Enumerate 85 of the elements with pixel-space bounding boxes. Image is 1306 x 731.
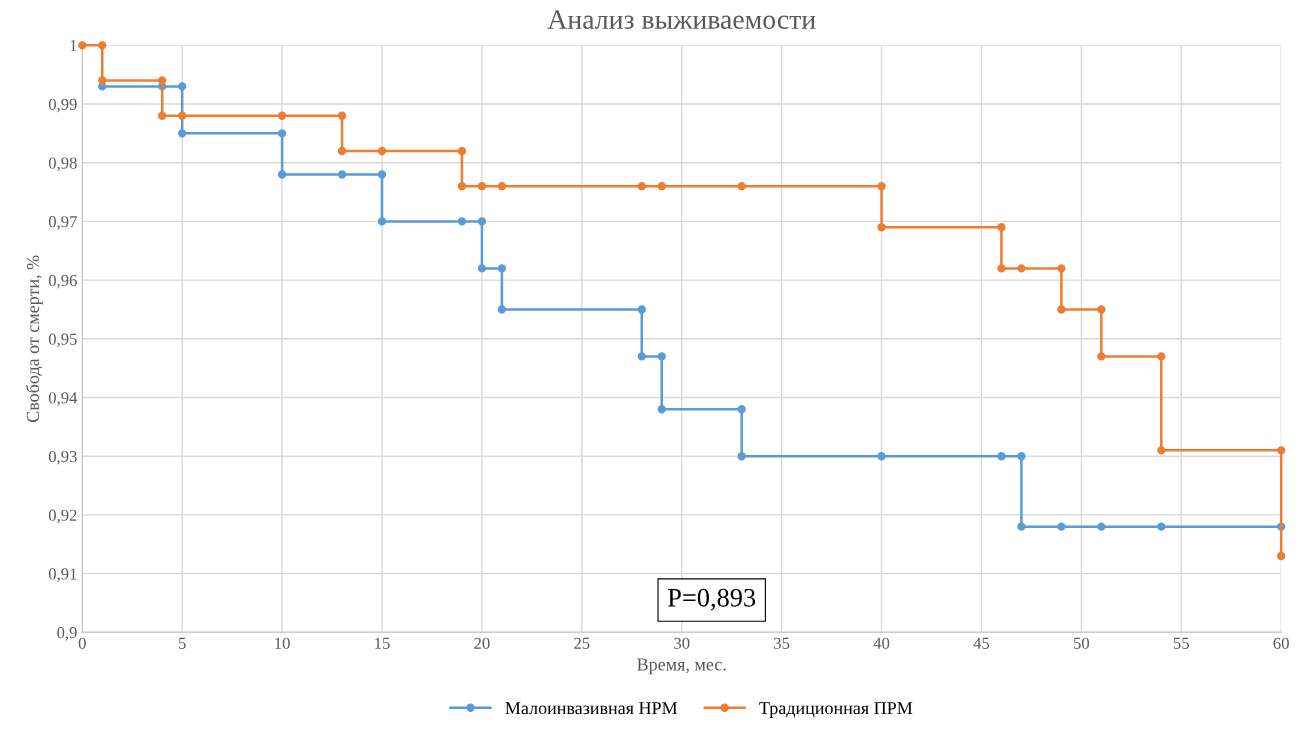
point <box>1017 264 1026 273</box>
point <box>457 182 467 191</box>
point <box>277 170 287 179</box>
point <box>657 352 666 361</box>
point <box>1057 305 1066 314</box>
point <box>158 76 167 85</box>
x-tick-label: 15 <box>375 637 390 649</box>
y-tick-label: 0,91 <box>48 568 77 582</box>
point <box>98 76 107 85</box>
legend-label: Традиционная ПРМ <box>759 702 913 718</box>
point <box>1057 522 1066 531</box>
legend-label: Малоинвазивная НРМ <box>505 702 678 715</box>
y-tick-label: 1 <box>70 40 77 52</box>
x-tick-label: 25 <box>574 637 590 649</box>
x-tick-label: 5 <box>178 637 186 649</box>
point <box>637 305 646 314</box>
annotation: P=0,893 <box>668 588 756 611</box>
point <box>78 41 87 50</box>
x-tick-label: 50 <box>1074 637 1090 649</box>
y-axis-title: Свобода от смерти, % <box>25 255 43 423</box>
x-tick-label: 10 <box>275 637 290 649</box>
point <box>1017 522 1026 531</box>
point <box>377 217 387 226</box>
y-tick-label: 0,98 <box>48 157 77 172</box>
point <box>377 146 387 156</box>
x-axis-title: Время, мес. <box>637 658 726 675</box>
point <box>657 405 666 414</box>
point <box>657 182 666 191</box>
point <box>178 82 187 91</box>
point <box>377 170 387 179</box>
y-tick-label: 0,94 <box>48 392 78 406</box>
point <box>497 182 507 191</box>
point <box>477 217 487 226</box>
point <box>337 170 347 179</box>
point <box>737 405 746 414</box>
x-tick-label: 20 <box>474 637 490 649</box>
point <box>337 146 347 156</box>
y-tick-label: 0,99 <box>48 98 77 113</box>
point <box>877 223 886 232</box>
point <box>158 111 167 120</box>
point <box>277 129 287 138</box>
point <box>997 452 1006 461</box>
point <box>337 111 347 120</box>
point <box>637 352 646 361</box>
point <box>1277 551 1286 561</box>
point <box>1017 452 1026 461</box>
point <box>497 264 507 273</box>
x-tick-label: 35 <box>774 637 790 649</box>
y-tick-label: 0,97 <box>48 216 77 230</box>
point <box>497 305 507 314</box>
point <box>877 452 886 461</box>
point <box>1097 522 1106 531</box>
point <box>98 41 107 50</box>
y-tick-label: 0,93 <box>48 450 77 465</box>
point <box>1157 352 1166 361</box>
y-tick-label: 0,92 <box>48 509 77 524</box>
point <box>1097 352 1106 361</box>
point <box>737 452 746 461</box>
point <box>1097 305 1106 314</box>
y-tick-label: 0,95 <box>48 333 77 348</box>
point <box>277 111 287 120</box>
point <box>1057 264 1066 273</box>
point <box>178 129 187 138</box>
point <box>1277 446 1286 455</box>
point <box>637 182 646 191</box>
y-tick-label: 0,96 <box>48 274 77 289</box>
x-tick-label: 40 <box>873 637 890 649</box>
point <box>997 223 1006 232</box>
x-tick-label: 0 <box>78 637 86 649</box>
point <box>477 264 487 273</box>
chart-title: Анализ выживаемости <box>547 10 816 29</box>
point <box>477 182 487 191</box>
point <box>457 217 467 226</box>
x-tick-label: 55 <box>1173 637 1189 649</box>
x-tick-label: 30 <box>674 637 690 649</box>
point <box>178 111 187 120</box>
point <box>997 264 1006 273</box>
point <box>737 182 746 191</box>
point <box>1157 446 1166 455</box>
y-tick-label: 0,9 <box>57 627 77 641</box>
point <box>1157 522 1166 531</box>
x-tick-label: 60 <box>1273 637 1289 649</box>
x-tick-label: 45 <box>973 637 990 649</box>
point <box>457 146 467 156</box>
point <box>877 182 886 191</box>
